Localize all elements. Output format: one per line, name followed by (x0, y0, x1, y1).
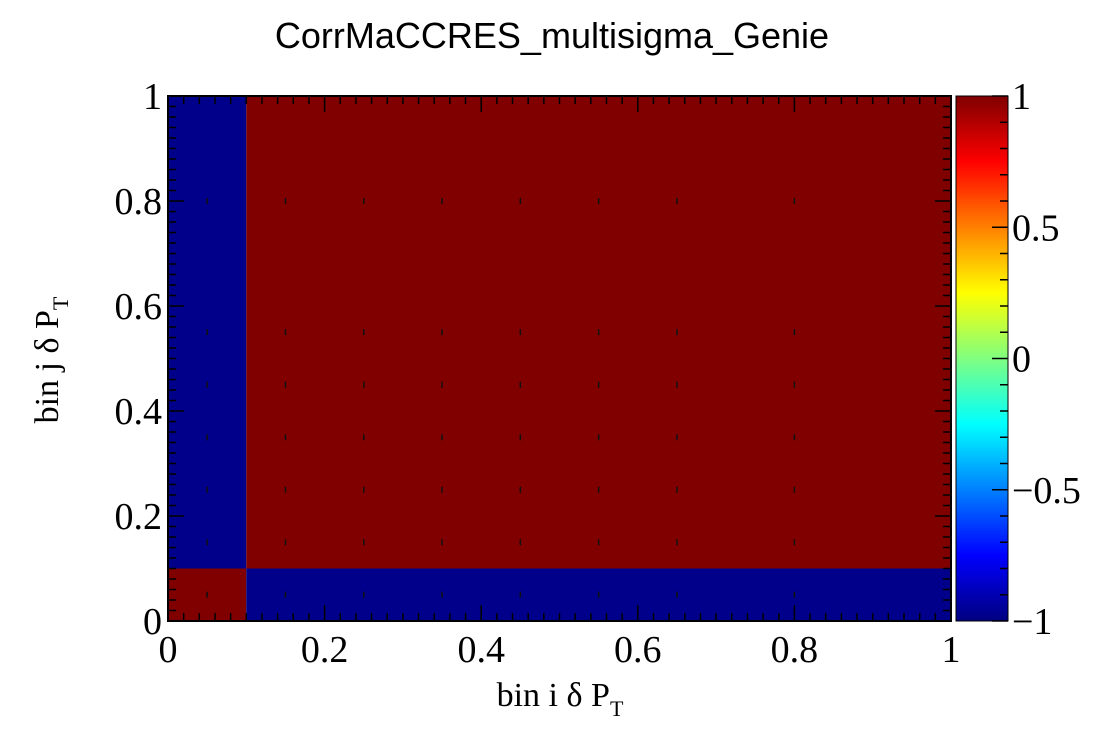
bin-center-markers (206, 198, 796, 598)
y-tick-label: 0.4 (115, 391, 163, 433)
colorbar-ticks: 1 0.5 0 −0.5 −1 (992, 76, 1081, 643)
x-tick-labels: 0 0.2 0.4 0.6 0.8 1 (159, 629, 961, 671)
colorbar-tick-label: 0 (1012, 339, 1031, 381)
x-tick-label: 0.6 (614, 629, 662, 671)
x-tick-label: 0.8 (771, 629, 819, 671)
y-axis-label-main: bin j δ P (29, 310, 66, 423)
y-tick-labels: 0 0.2 0.4 0.6 0.8 1 (115, 76, 163, 643)
x-tick-label: 1 (942, 629, 961, 671)
y-axis-label-subscript: T (48, 296, 73, 310)
x-axis-label-subscript: T (610, 696, 624, 721)
y-tick-label: 0.2 (115, 496, 163, 538)
x-axis-label: bin i δ PT (497, 677, 624, 721)
y-tick-label: 0.8 (115, 181, 163, 223)
x-tick-label: 0.2 (301, 629, 349, 671)
x-tick-label: 0.4 (457, 629, 505, 671)
colorbar-tick-label: −1 (1012, 601, 1052, 643)
colorbar-tick-label: 0.5 (1012, 207, 1060, 249)
y-tick-label: 0.6 (115, 286, 163, 328)
colorbar-tick-label: 1 (1012, 76, 1031, 118)
y-tick-label: 0 (143, 601, 162, 643)
y-tick-label: 1 (143, 76, 162, 118)
colorbar-tick-label: −0.5 (1012, 470, 1081, 512)
chart-title: CorrMaCCRES_multisigma_Genie (275, 15, 829, 56)
x-tick-label: 0 (159, 629, 178, 671)
y-axis-label: bin j δ PT (29, 296, 73, 423)
x-axis-label-main: bin i δ P (497, 677, 610, 714)
axis-tick-marks (167, 95, 952, 622)
